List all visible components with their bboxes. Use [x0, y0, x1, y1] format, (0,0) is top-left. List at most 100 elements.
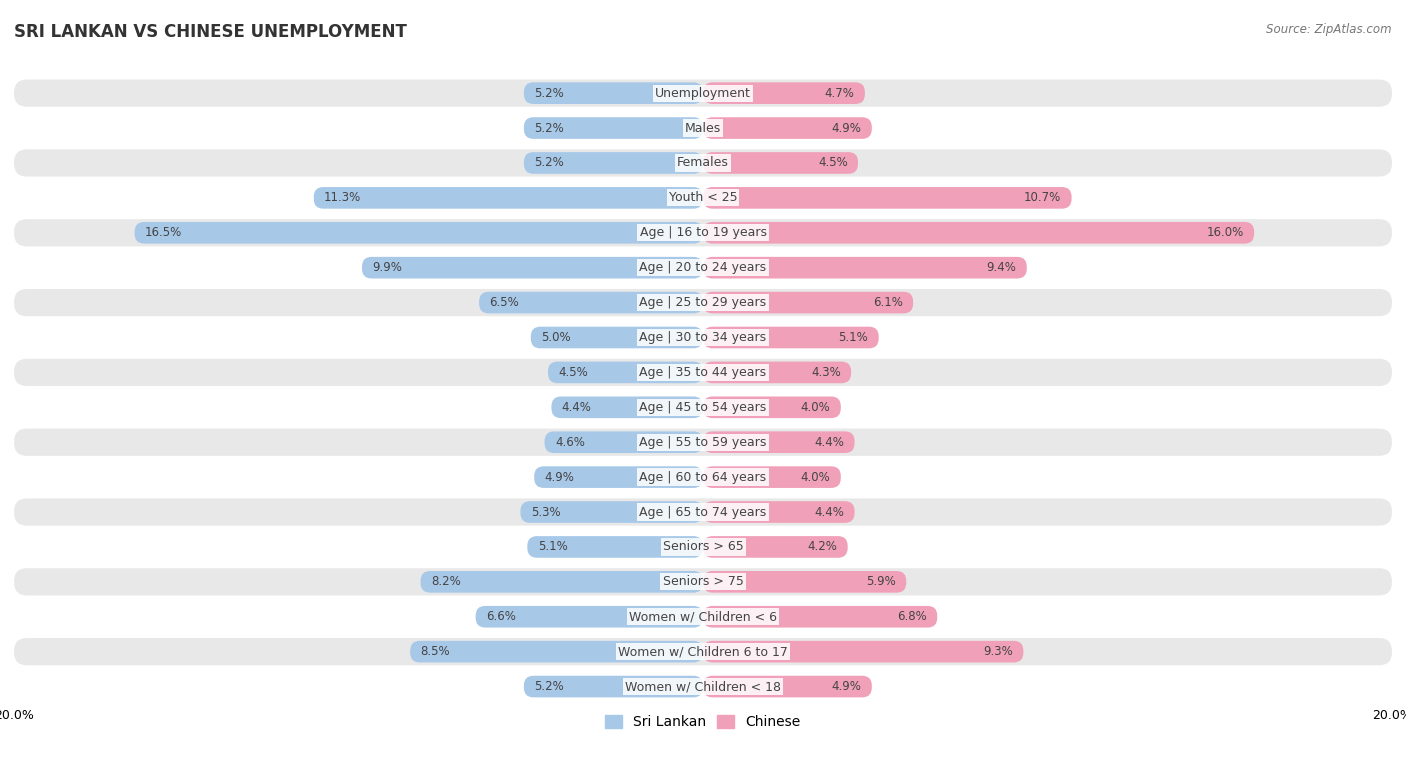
FancyBboxPatch shape — [524, 83, 703, 104]
Text: Age | 65 to 74 years: Age | 65 to 74 years — [640, 506, 766, 519]
FancyBboxPatch shape — [703, 222, 1254, 244]
Text: Unemployment: Unemployment — [655, 86, 751, 100]
Text: 10.7%: 10.7% — [1024, 192, 1062, 204]
FancyBboxPatch shape — [524, 117, 703, 139]
Text: 5.2%: 5.2% — [534, 122, 564, 135]
FancyBboxPatch shape — [703, 501, 855, 523]
Text: 4.0%: 4.0% — [800, 471, 831, 484]
FancyBboxPatch shape — [703, 117, 872, 139]
FancyBboxPatch shape — [524, 152, 703, 174]
FancyBboxPatch shape — [703, 641, 1024, 662]
Text: Females: Females — [678, 157, 728, 170]
Text: 16.0%: 16.0% — [1206, 226, 1244, 239]
Text: 4.0%: 4.0% — [800, 400, 831, 414]
Text: 9.4%: 9.4% — [987, 261, 1017, 274]
FancyBboxPatch shape — [411, 641, 703, 662]
Text: Women w/ Children < 18: Women w/ Children < 18 — [626, 680, 780, 693]
Text: Age | 55 to 59 years: Age | 55 to 59 years — [640, 436, 766, 449]
FancyBboxPatch shape — [551, 397, 703, 418]
Text: 5.2%: 5.2% — [534, 86, 564, 100]
FancyBboxPatch shape — [479, 291, 703, 313]
Text: 5.3%: 5.3% — [531, 506, 561, 519]
Text: 6.8%: 6.8% — [897, 610, 927, 623]
Text: Women w/ Children 6 to 17: Women w/ Children 6 to 17 — [619, 645, 787, 658]
FancyBboxPatch shape — [703, 83, 865, 104]
Text: 6.5%: 6.5% — [489, 296, 519, 309]
FancyBboxPatch shape — [361, 257, 703, 279]
Text: Seniors > 75: Seniors > 75 — [662, 575, 744, 588]
Text: 4.2%: 4.2% — [807, 540, 838, 553]
Text: 4.9%: 4.9% — [831, 680, 862, 693]
Text: Women w/ Children < 6: Women w/ Children < 6 — [628, 610, 778, 623]
Text: 6.6%: 6.6% — [486, 610, 516, 623]
Text: 4.9%: 4.9% — [831, 122, 862, 135]
Text: 5.0%: 5.0% — [541, 331, 571, 344]
Text: Age | 60 to 64 years: Age | 60 to 64 years — [640, 471, 766, 484]
FancyBboxPatch shape — [703, 327, 879, 348]
Text: 9.3%: 9.3% — [983, 645, 1012, 658]
FancyBboxPatch shape — [703, 257, 1026, 279]
FancyBboxPatch shape — [703, 291, 912, 313]
FancyBboxPatch shape — [703, 397, 841, 418]
Text: 16.5%: 16.5% — [145, 226, 183, 239]
FancyBboxPatch shape — [14, 220, 1392, 246]
Text: 8.5%: 8.5% — [420, 645, 450, 658]
Text: 5.1%: 5.1% — [838, 331, 869, 344]
FancyBboxPatch shape — [527, 536, 703, 558]
FancyBboxPatch shape — [14, 498, 1392, 525]
Text: 4.4%: 4.4% — [562, 400, 592, 414]
FancyBboxPatch shape — [420, 571, 703, 593]
Text: Males: Males — [685, 122, 721, 135]
FancyBboxPatch shape — [14, 79, 1392, 107]
Text: 4.5%: 4.5% — [558, 366, 588, 379]
Text: Seniors > 65: Seniors > 65 — [662, 540, 744, 553]
Text: Youth < 25: Youth < 25 — [669, 192, 737, 204]
Text: Age | 45 to 54 years: Age | 45 to 54 years — [640, 400, 766, 414]
FancyBboxPatch shape — [534, 466, 703, 488]
Text: SRI LANKAN VS CHINESE UNEMPLOYMENT: SRI LANKAN VS CHINESE UNEMPLOYMENT — [14, 23, 406, 41]
Text: 4.5%: 4.5% — [818, 157, 848, 170]
FancyBboxPatch shape — [531, 327, 703, 348]
Text: 5.9%: 5.9% — [866, 575, 896, 588]
FancyBboxPatch shape — [14, 149, 1392, 176]
Text: 9.9%: 9.9% — [373, 261, 402, 274]
FancyBboxPatch shape — [135, 222, 703, 244]
FancyBboxPatch shape — [520, 501, 703, 523]
FancyBboxPatch shape — [544, 431, 703, 453]
Text: Source: ZipAtlas.com: Source: ZipAtlas.com — [1267, 23, 1392, 36]
Text: 11.3%: 11.3% — [323, 192, 361, 204]
Text: 5.2%: 5.2% — [534, 680, 564, 693]
Text: Age | 25 to 29 years: Age | 25 to 29 years — [640, 296, 766, 309]
FancyBboxPatch shape — [524, 676, 703, 697]
FancyBboxPatch shape — [14, 289, 1392, 316]
FancyBboxPatch shape — [314, 187, 703, 209]
FancyBboxPatch shape — [14, 359, 1392, 386]
FancyBboxPatch shape — [475, 606, 703, 628]
Text: 4.4%: 4.4% — [814, 436, 844, 449]
Text: Age | 30 to 34 years: Age | 30 to 34 years — [640, 331, 766, 344]
Text: Age | 20 to 24 years: Age | 20 to 24 years — [640, 261, 766, 274]
FancyBboxPatch shape — [703, 571, 907, 593]
Text: 4.7%: 4.7% — [825, 86, 855, 100]
Text: 6.1%: 6.1% — [873, 296, 903, 309]
FancyBboxPatch shape — [703, 676, 872, 697]
Text: 8.2%: 8.2% — [430, 575, 461, 588]
FancyBboxPatch shape — [14, 428, 1392, 456]
FancyBboxPatch shape — [703, 536, 848, 558]
Legend: Sri Lankan, Chinese: Sri Lankan, Chinese — [600, 709, 806, 735]
FancyBboxPatch shape — [703, 431, 855, 453]
FancyBboxPatch shape — [14, 638, 1392, 665]
Text: Age | 16 to 19 years: Age | 16 to 19 years — [640, 226, 766, 239]
Text: 4.3%: 4.3% — [811, 366, 841, 379]
FancyBboxPatch shape — [703, 187, 1071, 209]
FancyBboxPatch shape — [14, 569, 1392, 596]
FancyBboxPatch shape — [703, 466, 841, 488]
Text: 4.6%: 4.6% — [555, 436, 585, 449]
Text: 4.9%: 4.9% — [544, 471, 575, 484]
Text: 5.1%: 5.1% — [537, 540, 568, 553]
FancyBboxPatch shape — [703, 606, 938, 628]
Text: 5.2%: 5.2% — [534, 157, 564, 170]
Text: Age | 35 to 44 years: Age | 35 to 44 years — [640, 366, 766, 379]
FancyBboxPatch shape — [703, 152, 858, 174]
FancyBboxPatch shape — [703, 362, 851, 383]
